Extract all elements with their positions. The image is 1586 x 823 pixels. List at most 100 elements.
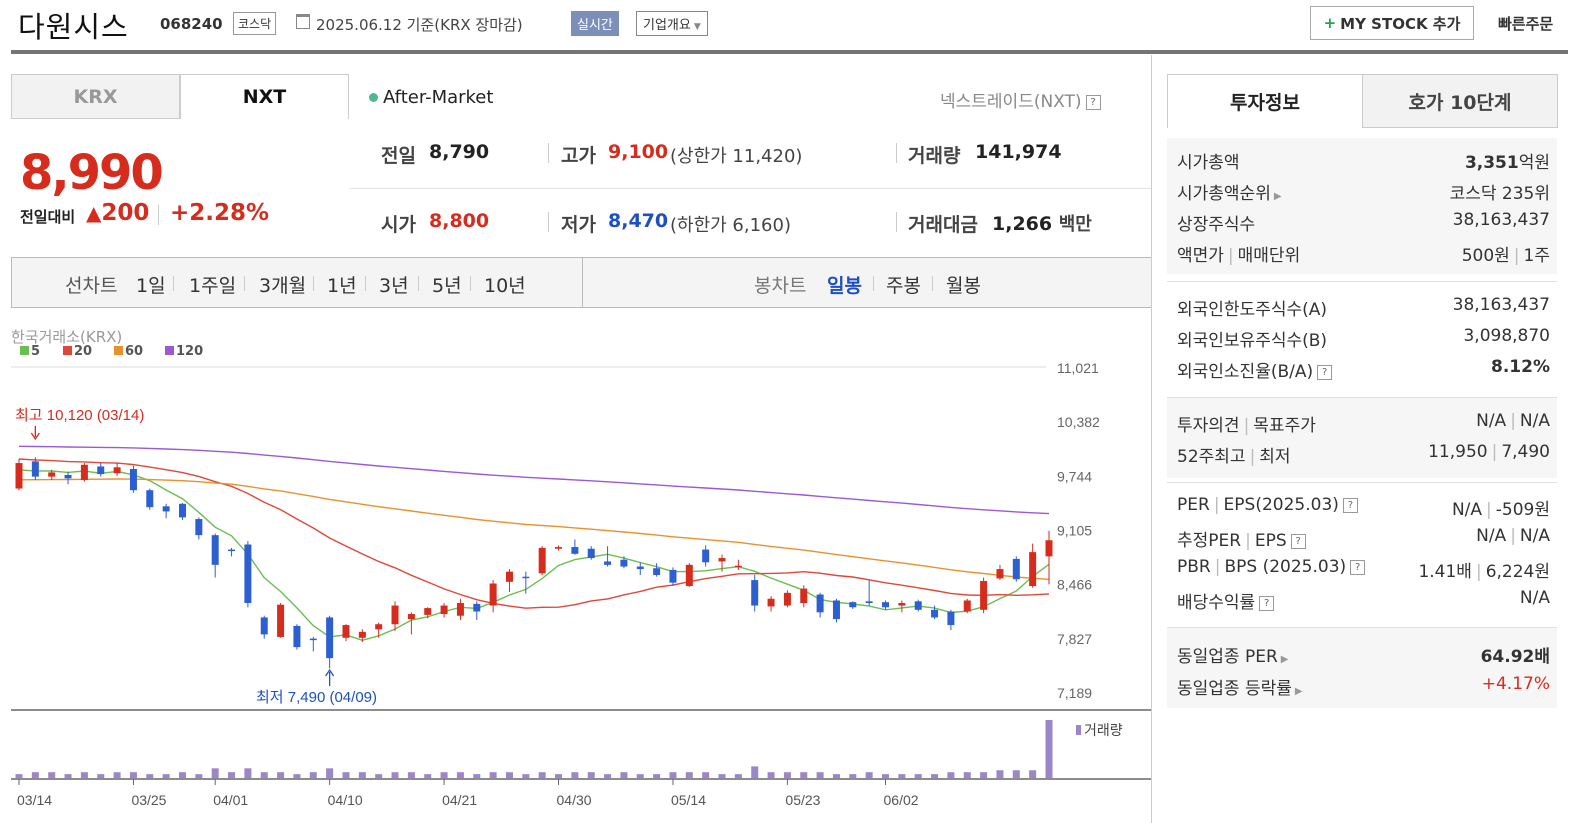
mkt-cap-unit: 억원 <box>1518 153 1550 173</box>
price-chart[interactable]: 11,021 10,382 9,744 9,105 8,466 7,827 7,189 최고 … <box>11 355 1151 820</box>
x-tick-label: 04/30 <box>557 792 592 808</box>
volume-legend-label: 거래량 <box>1084 722 1123 738</box>
candle-body <box>604 561 612 565</box>
add-my-stock-button[interactable]: + MY STOCK 추가 <box>1310 6 1474 40</box>
ma-label: 20 <box>74 344 93 359</box>
volume-bar <box>473 774 481 778</box>
range-1y[interactable]: 1년 <box>327 275 357 297</box>
row-foreign-limit: 외국인한도주식수(A) 38,163,437 <box>1177 295 1550 320</box>
candle-body <box>473 603 481 612</box>
help-icon[interactable]: ? <box>1085 94 1101 110</box>
candle-body <box>244 544 252 604</box>
volume-legend-swatch <box>1076 725 1081 735</box>
sector-per-value: 64.92배 <box>1480 647 1550 667</box>
label-separator: | <box>1249 447 1256 467</box>
invest-divider <box>1167 482 1557 483</box>
candle-weekly[interactable]: 주봉 <box>886 275 921 297</box>
row-market-cap: 시가총액 3,351억원 <box>1177 148 1550 173</box>
candle-body <box>326 617 334 659</box>
candle-body <box>653 568 661 576</box>
trade-unit-label: 매매단위 <box>1237 246 1301 266</box>
volume-bar <box>734 774 742 778</box>
volume-bar <box>244 768 252 778</box>
pbr-value: 1.41배 <box>1418 562 1472 582</box>
tab-quote-10[interactable]: 호가 10단계 <box>1362 74 1558 128</box>
mkt-cap-number: 3,351 <box>1464 153 1519 173</box>
foreign-hold-value: 3,098,870 <box>1463 326 1550 346</box>
volume-bar <box>800 772 808 778</box>
help-icon[interactable]: ? <box>1317 364 1333 380</box>
candle-body <box>636 566 644 570</box>
volume-bar <box>865 772 873 778</box>
w52-low-label: 최저 <box>1259 447 1291 467</box>
candle-monthly[interactable]: 월봉 <box>946 275 981 297</box>
quick-order-link[interactable]: 빠른주문 <box>1498 15 1554 33</box>
candle-body <box>407 614 415 620</box>
range-bar-divider <box>582 258 583 307</box>
market-badge: 코스닥 <box>233 12 277 35</box>
volume-bar <box>882 774 890 778</box>
range-3y[interactable]: 3년 <box>379 275 409 297</box>
chart-source-label: 한국거래소(KRX) <box>11 328 123 346</box>
invest-box-1 <box>1167 138 1557 274</box>
row-shares: 상장주식수 38,163,437 <box>1177 210 1550 235</box>
w52-label: 52주최고 | 최저 <box>1177 442 1291 467</box>
candle-body <box>424 608 432 615</box>
candle-body <box>620 559 628 567</box>
ma-line-20 <box>18 458 1050 609</box>
caret-down-icon: ▼ <box>693 22 701 32</box>
y-tick-label: 7,827 <box>1057 631 1092 647</box>
company-overview-dropdown[interactable]: 기업개요 ▼ <box>636 11 708 36</box>
range-10y[interactable]: 10년 <box>484 275 526 297</box>
help-icon[interactable]: ? <box>1259 595 1275 611</box>
eps-label: EPS(2025.03) <box>1223 495 1339 515</box>
volume-bar <box>162 774 170 778</box>
candle-body <box>358 631 366 638</box>
nextrade-link[interactable]: 넥스트레이드(NXT)? <box>940 87 1101 112</box>
candle-body <box>146 490 154 508</box>
sector-change-value: +4.17% <box>1481 674 1550 694</box>
candle-body <box>996 569 1004 579</box>
w52-high-value: 11,950 <box>1428 442 1488 462</box>
per-label: PER <box>1177 495 1210 515</box>
ma-label: 120 <box>176 344 204 359</box>
row-sector-change[interactable]: 동일업종 등락률 ▶ +4.17% <box>1177 674 1550 699</box>
range-separator <box>313 276 314 291</box>
y-tick-label: 9,105 <box>1057 523 1092 539</box>
tab-nxt[interactable]: NXT <box>180 74 349 119</box>
volume-bar <box>996 770 1004 778</box>
mkt-cap-label: 시가총액 <box>1177 153 1240 173</box>
x-tick-label: 04/21 <box>442 792 477 808</box>
opinion-value: N/A | N/A <box>1476 411 1550 436</box>
candle-body <box>178 503 186 518</box>
help-icon[interactable]: ? <box>1290 533 1306 549</box>
y-tick-label: 7,189 <box>1057 685 1092 701</box>
bps-label: BPS (2025.03) <box>1224 557 1347 577</box>
help-icon[interactable]: ? <box>1342 497 1358 513</box>
row-sector-per[interactable]: 동일업종 PER ▶ 64.92배 <box>1177 642 1550 667</box>
invest-divider <box>1167 281 1557 282</box>
candle-daily[interactable]: 일봉 <box>827 275 862 297</box>
range-1w[interactable]: 1주일 <box>189 275 237 297</box>
prev-close-value: 8,790 <box>429 141 490 163</box>
calendar-icon <box>296 14 310 29</box>
volume-bar <box>669 772 677 778</box>
tab-invest-info[interactable]: 투자정보 <box>1167 74 1363 128</box>
foreign-limit-value: 38,163,437 <box>1452 295 1550 315</box>
volume-bar <box>587 772 595 778</box>
help-icon[interactable]: ? <box>1350 559 1366 575</box>
range-1d[interactable]: 1일 <box>136 275 166 297</box>
realtime-button[interactable]: 실시간 <box>571 11 619 36</box>
candle-body <box>1029 552 1037 587</box>
row-foreign-rate: 외국인소진율(B/A)? 8.12% <box>1177 357 1550 382</box>
volume-bar <box>80 772 88 778</box>
range-3m[interactable]: 3개월 <box>259 275 307 297</box>
range-5y[interactable]: 5년 <box>432 275 462 297</box>
tab-krx[interactable]: KRX <box>11 74 180 119</box>
candle-body <box>685 564 693 587</box>
row-opinion: 투자의견 | 목표주가 N/A | N/A <box>1177 411 1550 436</box>
candle-body <box>48 472 56 477</box>
row-market-cap-rank[interactable]: 시가총액순위 ▶ 코스닥 235위 <box>1177 179 1550 204</box>
candle-body <box>1012 558 1020 580</box>
x-tick-label: 04/10 <box>328 792 363 808</box>
